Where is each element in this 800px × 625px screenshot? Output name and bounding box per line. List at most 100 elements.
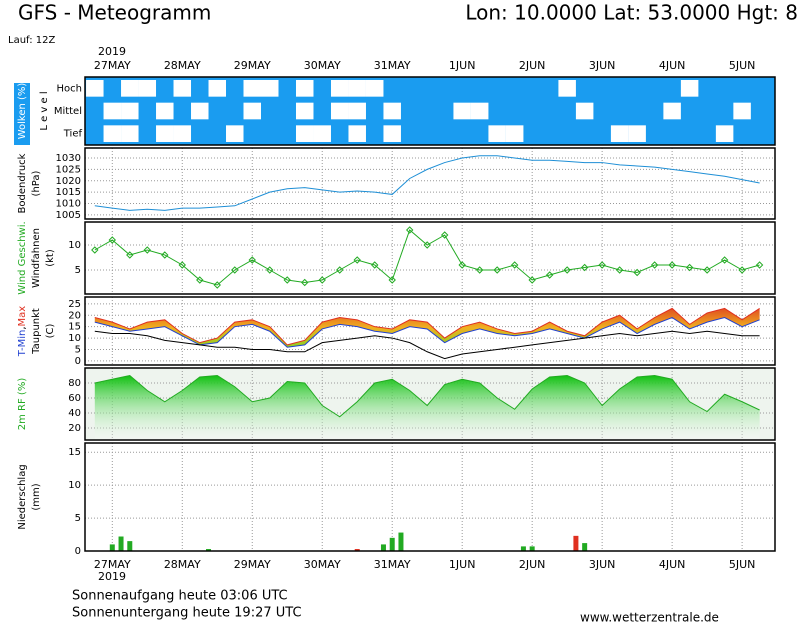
axis-label-part: (mm)	[31, 483, 42, 510]
marker	[213, 281, 221, 289]
x-tick-label-top: 1JUN	[449, 59, 476, 72]
cloud-cell	[383, 125, 401, 142]
axis-label: (kt)	[45, 249, 56, 267]
y-tick-label: 80	[68, 378, 81, 389]
marker	[615, 266, 624, 274]
bar	[398, 532, 404, 551]
x-tick-label-bottom: 1JUN	[449, 558, 476, 571]
level-label: Mittel	[54, 106, 82, 117]
y-tick-label: 25	[68, 299, 81, 310]
axis-label: Niederschlag	[17, 464, 28, 529]
area	[94, 375, 760, 440]
cloud-cell	[365, 80, 384, 97]
axis-label-part: (C)	[45, 324, 56, 339]
sunrise: Sonnenaufgang heute 03:06 UTC	[72, 589, 288, 604]
marker	[196, 276, 204, 284]
bar	[127, 541, 133, 551]
marker	[108, 236, 116, 244]
axis-label-part: Wind Geschwi.	[17, 221, 28, 294]
axis-label: L e v e l	[39, 91, 50, 130]
axis-label: (mm)	[31, 483, 42, 510]
x-tick-label-top: 4JUN	[659, 59, 686, 72]
cloud-cell	[680, 80, 699, 97]
y-tick-label: 20	[68, 423, 81, 434]
cloud-cell	[610, 125, 629, 142]
y-tick-label: 5	[75, 265, 81, 276]
bar	[573, 535, 579, 551]
cloud-cell	[488, 125, 506, 142]
y-tick-label: 1025	[56, 164, 81, 175]
cloud-cell	[348, 125, 366, 142]
axis-label-part: Max	[17, 306, 28, 327]
y-tick-label: 0	[75, 546, 81, 557]
cloud-cell	[173, 80, 192, 97]
bar	[109, 544, 115, 551]
axis-label: Taupunkt	[31, 308, 42, 355]
x-tick-label-top: 3JUN	[589, 59, 616, 72]
cloud-cell	[260, 80, 279, 97]
marker	[650, 261, 659, 269]
bar	[529, 546, 535, 551]
axis-label-part: Taupunkt	[31, 308, 42, 355]
x-tick-label-bottom: 3JUN	[589, 558, 616, 571]
axis-label-part: (hPa)	[31, 170, 42, 196]
y-tick-label: 10	[68, 333, 81, 344]
axis-label-part: Windfahnen	[31, 228, 42, 288]
x-tick-label-top: 29MAY	[234, 59, 271, 72]
year-bottom: 2019	[98, 570, 126, 583]
axis-label-part: ,	[17, 326, 28, 329]
x-tick-label-bottom: 29MAY	[234, 558, 271, 571]
marker	[143, 246, 151, 254]
x-tick-label-top: 5JUN	[729, 59, 756, 72]
sunset: Sonnenuntergang heute 19:27 UTC	[72, 606, 302, 621]
bar	[206, 549, 212, 551]
marker	[668, 261, 676, 269]
bar	[520, 546, 526, 551]
x-tick-label-top: 27MAY	[94, 59, 131, 72]
cloud-cell	[121, 125, 139, 142]
marker	[91, 246, 99, 254]
y-tick-label: 60	[68, 393, 81, 404]
x-tick-label-top: 31MAY	[374, 59, 411, 72]
marker	[633, 268, 641, 277]
cloud-cell	[103, 102, 122, 120]
axis-label-part: Niederschlag	[17, 464, 28, 529]
axis-label: Wolken (%)	[17, 83, 28, 140]
cloud-cell	[226, 125, 244, 142]
cloud-cell	[628, 125, 646, 142]
line	[94, 307, 760, 346]
y-tick-label: 1005	[56, 210, 81, 221]
axis-label-part: Bodendruck	[17, 153, 28, 213]
cloud-cell	[208, 80, 227, 97]
y-tick-label: 5	[75, 513, 81, 524]
marker	[371, 261, 379, 269]
panel-frame	[84, 442, 776, 552]
title: GFS - Meteogramm	[18, 1, 211, 25]
y-tick-label: 40	[68, 408, 81, 419]
marker	[720, 256, 729, 264]
x-tick-label-bottom: 4JUN	[659, 558, 686, 571]
marker	[545, 271, 554, 279]
line	[94, 316, 760, 348]
line	[94, 330, 760, 360]
source: www.wetterzentrale.de	[580, 611, 719, 625]
cloud-cell	[138, 80, 157, 97]
run: Lauf: 12Z	[8, 35, 55, 46]
cloud-cell	[295, 102, 314, 120]
marker	[161, 251, 169, 259]
y-tick-label: 0	[75, 356, 81, 367]
axis-label: Windfahnen	[31, 228, 42, 288]
marker	[685, 263, 694, 272]
location: Lon: 10.0000 Lat: 53.0000 Hgt: 8	[465, 1, 798, 25]
cloud-cell	[330, 80, 349, 97]
x-tick-label-bottom: 27MAY	[94, 558, 131, 571]
axis-label: (C)	[45, 324, 56, 339]
axis-label: T-Min,Max	[17, 306, 28, 357]
cloud-cell	[715, 125, 734, 142]
cloud-cell	[173, 125, 192, 142]
cloud-cell	[156, 102, 174, 120]
marker	[598, 261, 606, 269]
cloud-cell	[243, 102, 261, 120]
panel-frame	[84, 221, 776, 295]
cloud-cell	[330, 102, 349, 120]
